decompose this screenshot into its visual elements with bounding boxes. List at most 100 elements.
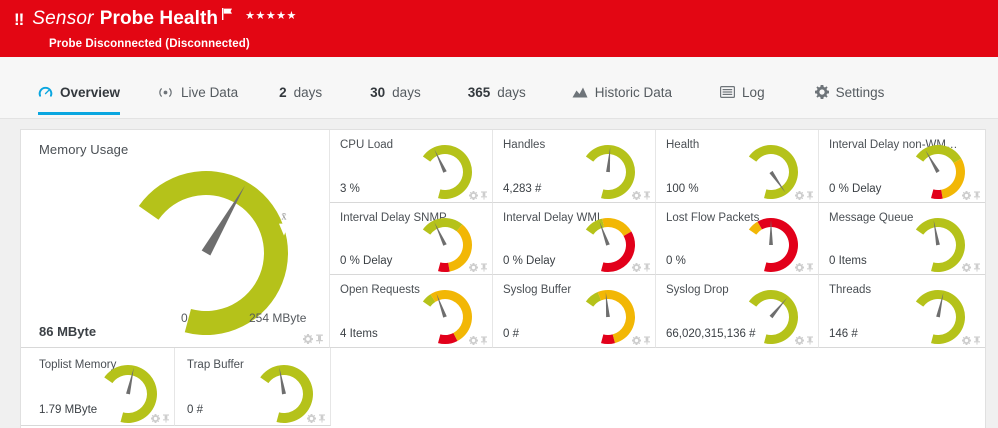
gauge-dial [414, 136, 476, 199]
tab-30-days[interactable]: 30 days [370, 69, 421, 115]
gauge-title: Trap Buffer [187, 359, 244, 371]
gear-icon[interactable] [962, 335, 971, 345]
small-gauge-grid: CPU Load 3 % Handles 4,283 # Health 100 % Inte… [330, 130, 985, 348]
tab-2-days-number: 2 [279, 84, 287, 100]
gear-icon[interactable] [632, 335, 641, 345]
gear-icon[interactable] [795, 263, 804, 273]
gauge-card-memory-usage[interactable]: Memory Usage x̄ 86 MByte 0 254 MByte [21, 130, 330, 348]
gear-icon[interactable] [151, 414, 160, 423]
double-exclamation-icon: ‼ [14, 9, 24, 29]
pin-icon[interactable] [480, 263, 488, 272]
gauge-icon [38, 85, 53, 100]
memory-usage-gauge: x̄ [111, 148, 301, 335]
tab-live-data[interactable]: Live Data [157, 69, 238, 115]
gear-icon[interactable] [962, 263, 971, 273]
flag-icon[interactable] [221, 7, 234, 21]
card-actions[interactable] [795, 335, 814, 345]
card-actions[interactable] [469, 335, 488, 345]
gauge-card-cpu-load[interactable]: CPU Load 3 % [330, 130, 493, 203]
tab-2-days-unit: days [293, 84, 323, 100]
gear-icon[interactable] [469, 335, 478, 345]
card-actions[interactable] [962, 190, 981, 200]
pin-icon[interactable] [480, 336, 488, 345]
tab-historic-data[interactable]: Historic Data [572, 69, 672, 115]
gauge-value: 1.79 MByte [39, 404, 98, 416]
gear-icon [814, 85, 829, 99]
gear-icon[interactable] [795, 190, 804, 200]
gauge-card-handles[interactable]: Handles 4,283 # [493, 130, 656, 203]
gauge-card-trap-buffer[interactable]: Trap Buffer 0 # [175, 348, 331, 426]
pin-icon[interactable] [318, 414, 326, 423]
card-actions[interactable] [151, 414, 170, 423]
pin-icon[interactable] [315, 334, 324, 344]
gauge-value: 0 % Delay [503, 255, 556, 268]
pin-icon[interactable] [806, 336, 814, 345]
gauge-card-health[interactable]: Health 100 % [656, 130, 819, 203]
pin-icon[interactable] [162, 414, 170, 423]
gauge-dial [740, 281, 802, 345]
pin-icon[interactable] [643, 263, 651, 272]
card-actions[interactable] [303, 334, 324, 344]
gear-icon[interactable] [632, 190, 641, 200]
tab-2-days[interactable]: 2 days [279, 69, 322, 115]
gauge-card-interval-delay-non-wm[interactable]: Interval Delay non-WM… 0 % Delay [819, 130, 985, 203]
gauge-card-interval-delay-wmi[interactable]: Interval Delay WMI 0 % Delay [493, 202, 656, 276]
priority-stars[interactable]: ★★★★★ [245, 9, 297, 22]
tab-overview-label: Overview [60, 84, 121, 100]
gauge-value: 0 % Delay [340, 255, 393, 268]
gear-icon[interactable] [962, 190, 971, 200]
gauge-card-toplist-memory[interactable]: Toplist Memory 1.79 MByte [21, 348, 175, 426]
card-actions[interactable] [632, 190, 651, 200]
tab-log[interactable]: Log [720, 69, 765, 115]
gear-icon[interactable] [795, 335, 804, 345]
gauge-card-open-requests[interactable]: Open Requests 4 Items [330, 275, 493, 348]
card-actions[interactable] [632, 335, 651, 345]
gauge-title: Interval Delay non-WM… [829, 139, 958, 151]
svg-text:x̄: x̄ [281, 212, 286, 223]
gauge-card-threads[interactable]: Threads 146 # [819, 275, 985, 348]
tab-30-days-number: 30 [370, 84, 386, 100]
gear-icon[interactable] [307, 414, 316, 423]
gauge-dial [907, 281, 969, 345]
gauge-card-message-queue[interactable]: Message Queue 0 Items [819, 203, 985, 276]
pin-icon[interactable] [643, 191, 651, 200]
card-actions[interactable] [962, 263, 981, 273]
gauge-dial [577, 136, 639, 199]
gauge-title: Health [666, 139, 700, 151]
card-actions[interactable] [795, 190, 814, 200]
gear-icon[interactable] [469, 190, 478, 200]
tab-settings[interactable]: Settings [814, 69, 884, 115]
card-actions[interactable] [469, 190, 488, 200]
pin-icon[interactable] [806, 263, 814, 272]
gear-icon[interactable] [303, 334, 313, 344]
status-badge: Probe Disconnected (Disconnected) [49, 38, 250, 50]
gauge-title: Syslog Drop [666, 284, 729, 297]
pin-icon[interactable] [973, 336, 981, 345]
tab-365-days[interactable]: 365 days [468, 69, 526, 115]
card-actions[interactable] [469, 263, 488, 273]
pin-icon[interactable] [806, 191, 814, 200]
page-title: Probe Health [99, 8, 219, 29]
tab-365-days-unit: days [497, 84, 526, 100]
card-actions[interactable] [962, 335, 981, 345]
tab-historic-data-label: Historic Data [594, 84, 673, 100]
gear-icon[interactable] [632, 263, 641, 273]
card-actions[interactable] [632, 263, 651, 273]
gauge-title: Open Requests [340, 284, 420, 297]
gauge-card-syslog-drop[interactable]: Syslog Drop 66,020,315,136 # [656, 275, 819, 348]
gear-icon[interactable] [469, 263, 478, 273]
pin-icon[interactable] [480, 191, 488, 200]
gauge-dial [740, 136, 802, 199]
gauge-card-lost-flow-packets[interactable]: Lost Flow Packets 0 % [656, 202, 819, 276]
pin-icon[interactable] [973, 263, 981, 272]
card-actions[interactable] [795, 263, 814, 273]
gauge-dial [740, 209, 802, 272]
gauge-title: CPU Load [340, 139, 394, 151]
gauge-value: 4 Items [340, 327, 378, 340]
gauge-card-interval-delay-snmp[interactable]: Interval Delay SNMP 0 % Delay [330, 202, 493, 276]
pin-icon[interactable] [643, 336, 651, 345]
gauge-card-syslog-buffer[interactable]: Syslog Buffer 0 # [493, 275, 656, 348]
tab-overview[interactable]: Overview [38, 69, 121, 115]
card-actions[interactable] [307, 414, 326, 423]
pin-icon[interactable] [973, 191, 981, 200]
